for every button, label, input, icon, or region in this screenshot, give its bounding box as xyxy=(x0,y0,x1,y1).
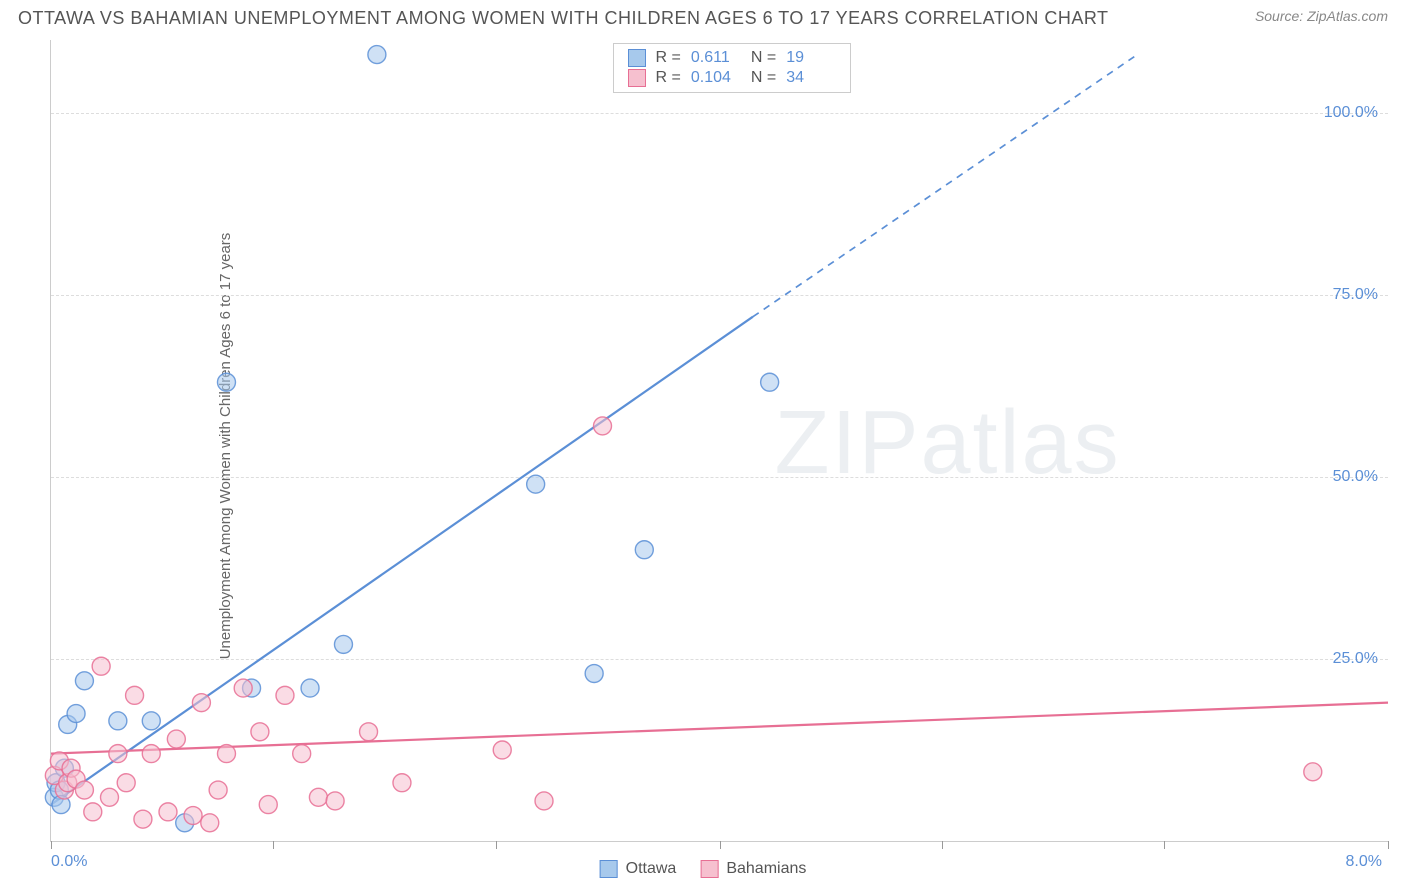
scatter-point xyxy=(84,803,102,821)
scatter-point xyxy=(251,723,269,741)
scatter-point xyxy=(234,679,252,697)
x-tick xyxy=(1164,841,1165,849)
scatter-point xyxy=(167,730,185,748)
scatter-point xyxy=(301,679,319,697)
legend-swatch xyxy=(628,49,646,67)
legend-series: Ottawa Bahamians xyxy=(600,860,807,878)
scatter-point xyxy=(393,774,411,792)
x-tick xyxy=(1388,841,1389,849)
legend-correlation-row: R = 0.611 N = 19 xyxy=(628,48,837,68)
scatter-svg xyxy=(51,40,1388,841)
trend-line-dashed xyxy=(753,55,1137,317)
legend-swatch xyxy=(600,860,618,878)
scatter-point xyxy=(217,373,235,391)
legend-series-item: Bahamians xyxy=(700,860,806,878)
x-tick xyxy=(51,841,52,849)
chart-title: OTTAWA VS BAHAMIAN UNEMPLOYMENT AMONG WO… xyxy=(18,8,1109,29)
x-tick xyxy=(496,841,497,849)
scatter-point xyxy=(134,810,152,828)
scatter-point xyxy=(75,672,93,690)
x-tick-label: 0.0% xyxy=(51,853,87,871)
scatter-point xyxy=(217,745,235,763)
source-label: Source: ZipAtlas.com xyxy=(1255,8,1388,24)
scatter-point xyxy=(276,686,294,704)
legend-series-label: Ottawa xyxy=(626,860,677,878)
scatter-point xyxy=(594,417,612,435)
scatter-point xyxy=(142,745,160,763)
legend-n-label: N = xyxy=(751,69,776,87)
scatter-point xyxy=(109,712,127,730)
scatter-point xyxy=(201,814,219,832)
scatter-point xyxy=(527,475,545,493)
legend-r-label: R = xyxy=(656,69,681,87)
scatter-point xyxy=(184,807,202,825)
x-tick-label: 8.0% xyxy=(1346,853,1382,871)
scatter-point xyxy=(535,792,553,810)
legend-correlation-box: R = 0.611 N = 19 R = 0.104 N = 34 xyxy=(613,43,852,93)
legend-n-label: N = xyxy=(751,49,776,67)
x-tick xyxy=(720,841,721,849)
legend-r-label: R = xyxy=(656,49,681,67)
legend-n-value: 34 xyxy=(786,69,836,87)
scatter-point xyxy=(109,745,127,763)
scatter-point xyxy=(159,803,177,821)
scatter-point xyxy=(209,781,227,799)
scatter-point xyxy=(493,741,511,759)
legend-r-value: 0.611 xyxy=(691,49,741,67)
legend-n-value: 19 xyxy=(786,49,836,67)
x-tick xyxy=(273,841,274,849)
scatter-point xyxy=(101,788,119,806)
scatter-point xyxy=(259,796,277,814)
scatter-point xyxy=(293,745,311,763)
scatter-point xyxy=(1304,763,1322,781)
scatter-point xyxy=(360,723,378,741)
scatter-point xyxy=(117,774,135,792)
scatter-point xyxy=(585,665,603,683)
scatter-point xyxy=(326,792,344,810)
scatter-point xyxy=(75,781,93,799)
legend-correlation-row: R = 0.104 N = 34 xyxy=(628,68,837,88)
legend-series-item: Ottawa xyxy=(600,860,677,878)
chart-plot-area: ZIPatlas R =0.611N =19R =0.104N =34 25.0… xyxy=(50,40,1388,842)
scatter-point xyxy=(92,657,110,675)
scatter-point xyxy=(309,788,327,806)
scatter-point xyxy=(635,541,653,559)
legend-swatch xyxy=(628,69,646,87)
legend-r-value: 0.104 xyxy=(691,69,741,87)
legend-swatch xyxy=(700,860,718,878)
scatter-point xyxy=(126,686,144,704)
scatter-point xyxy=(142,712,160,730)
legend-series-label: Bahamians xyxy=(726,860,806,878)
scatter-point xyxy=(67,705,85,723)
scatter-point xyxy=(334,635,352,653)
scatter-point xyxy=(192,694,210,712)
x-tick xyxy=(942,841,943,849)
scatter-point xyxy=(368,46,386,64)
scatter-point xyxy=(761,373,779,391)
